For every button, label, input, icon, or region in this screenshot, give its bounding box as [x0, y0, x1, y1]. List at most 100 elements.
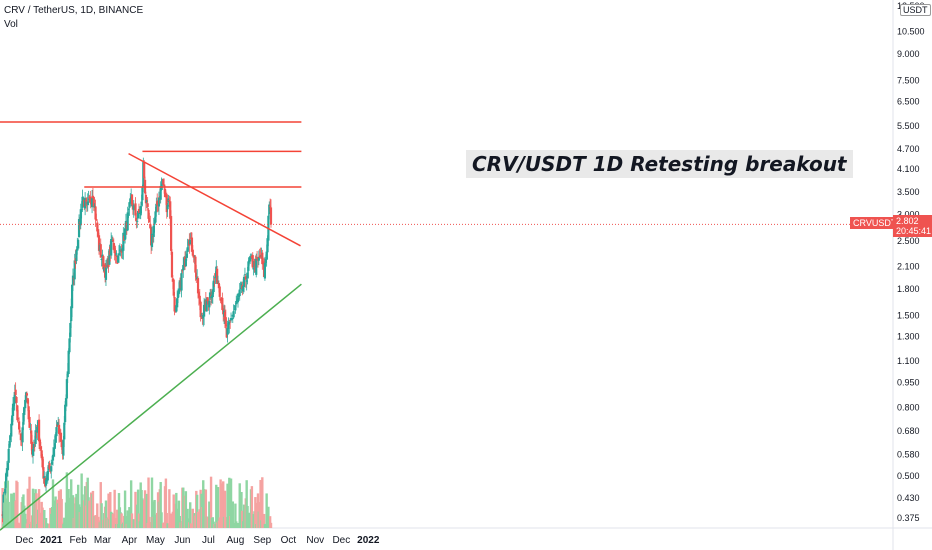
- candle-body: [263, 263, 267, 279]
- candle-body: [86, 201, 89, 205]
- volume-bar: [168, 489, 171, 528]
- candle-body: [169, 201, 172, 219]
- candle-body: [51, 461, 54, 465]
- candle-body: [189, 239, 192, 245]
- candle-body: [194, 256, 197, 273]
- candle-body: [68, 338, 71, 353]
- volume-bar: [234, 503, 237, 528]
- candle-body: [82, 197, 85, 200]
- candle-body: [44, 479, 48, 486]
- price-tick-label: 1.800: [897, 284, 920, 294]
- candle-body: [32, 444, 35, 449]
- volume-bar: [65, 472, 69, 528]
- volume-bar: [202, 489, 206, 528]
- volume-bar: [189, 502, 192, 528]
- candle-body: [31, 441, 34, 455]
- volume-bar: [107, 493, 110, 528]
- candle-body: [115, 253, 118, 255]
- price-tick-label: 0.950: [897, 377, 920, 387]
- candle-body: [38, 439, 42, 446]
- candle-body: [198, 295, 201, 304]
- candle-body: [14, 389, 17, 395]
- candle-body: [6, 463, 9, 471]
- candle-body: [7, 448, 10, 463]
- candle-body: [24, 399, 27, 409]
- volume-bar: [4, 481, 7, 528]
- candle-body: [170, 215, 173, 251]
- candle-body: [77, 219, 81, 237]
- candle-body: [111, 240, 115, 242]
- candle-body: [80, 208, 83, 213]
- candle-body: [155, 203, 158, 213]
- volume-bar: [204, 489, 208, 528]
- volume-bar: [216, 487, 220, 528]
- candle-body: [148, 218, 151, 223]
- time-tick-label: Aug: [226, 535, 244, 546]
- volume-bar: [43, 510, 46, 528]
- candle-body: [177, 289, 181, 293]
- volume-bar: [124, 516, 128, 528]
- volume-bar: [269, 522, 273, 528]
- volume-bar: [224, 517, 228, 528]
- price-tick-label: 0.580: [897, 449, 920, 459]
- candle-body: [128, 202, 131, 208]
- candle-body: [97, 229, 100, 237]
- price-tick-label: 7.500: [897, 76, 920, 86]
- bar-countdown: 20:45:41: [896, 226, 932, 236]
- volume-bar: [136, 489, 140, 528]
- volume-bar: [267, 506, 270, 528]
- volume-bar: [134, 491, 137, 528]
- time-tick-label: Mar: [94, 535, 112, 546]
- volume-bar: [208, 501, 211, 528]
- candle-body: [89, 196, 92, 203]
- candle-body: [146, 203, 149, 207]
- candle-body: [27, 406, 30, 420]
- candle-body: [46, 470, 49, 481]
- volume-bar: [182, 487, 185, 528]
- candle-body: [217, 283, 220, 289]
- volume-bar: [114, 518, 117, 528]
- candle-body: [143, 161, 146, 179]
- candle-body: [163, 184, 166, 187]
- candle-body: [48, 463, 51, 469]
- candle-body: [104, 267, 108, 280]
- candle-body: [11, 403, 15, 416]
- candle-body: [229, 319, 232, 321]
- time-tick-label: Jun: [174, 535, 190, 546]
- volume-bar: [113, 489, 116, 528]
- volume-bar: [254, 497, 257, 528]
- candle-body: [150, 233, 154, 248]
- candle-body: [81, 196, 84, 208]
- candle-body: [117, 253, 121, 255]
- currency-unit-button[interactable]: USDT: [900, 4, 931, 16]
- candle-body: [236, 297, 240, 303]
- time-tick-label: Feb: [70, 535, 88, 546]
- candle-body: [87, 198, 90, 200]
- volume-bar: [215, 484, 218, 528]
- candle-body: [235, 300, 238, 305]
- volume-bar: [123, 490, 127, 528]
- candle-body: [141, 187, 144, 201]
- candle-body: [192, 254, 195, 258]
- volume-bar: [184, 491, 188, 528]
- volume-bar: [228, 477, 231, 528]
- candle-body: [9, 434, 12, 441]
- price-tick-label: 0.430: [897, 493, 920, 503]
- volume-bar: [242, 504, 246, 528]
- volume-bar: [250, 486, 254, 528]
- volume-bar: [222, 481, 225, 528]
- chart-legend: CRV / TetherUS, 1D, BINANCE Vol: [4, 4, 143, 32]
- candle-body: [62, 439, 65, 456]
- candle-body: [4, 488, 7, 494]
- candle-body: [216, 268, 219, 284]
- candle-body: [156, 201, 159, 206]
- candle-body: [162, 179, 165, 185]
- candle-body: [199, 301, 202, 318]
- candle-body: [11, 415, 14, 426]
- candle-body: [24, 392, 28, 403]
- candle-body: [176, 292, 180, 298]
- candle-body: [122, 232, 125, 251]
- candle-body: [4, 473, 8, 488]
- volume-bar: [28, 476, 31, 528]
